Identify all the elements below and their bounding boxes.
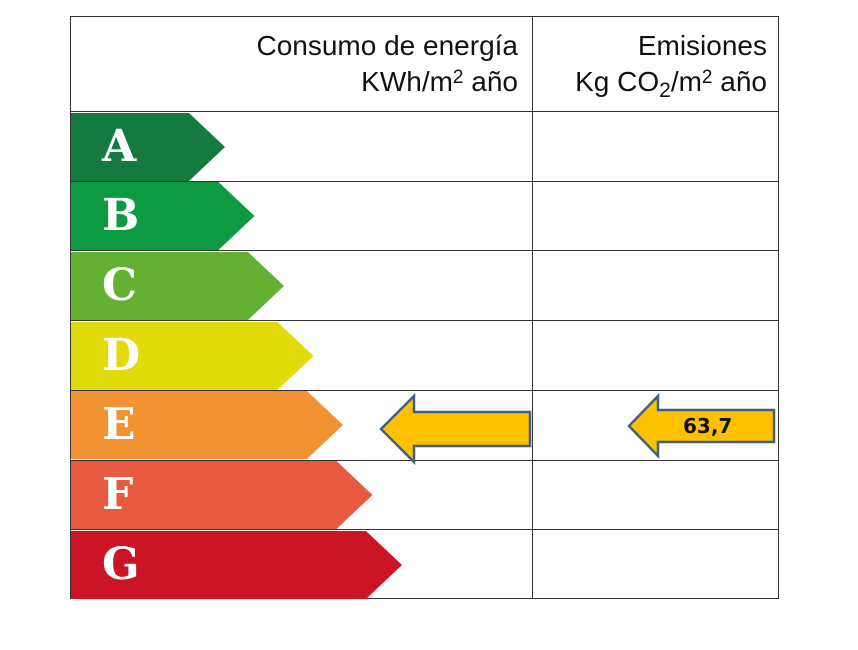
rating-bar-f [71, 461, 373, 529]
rating-letter: A [102, 121, 138, 172]
rating-letter: F [102, 469, 135, 520]
rating-letter: C [102, 260, 139, 311]
row-divider [70, 390, 779, 391]
rating-bar-c [71, 252, 284, 320]
emissions-unit: Kg CO2/m2 año [575, 66, 767, 102]
energy-title: Consumo de energía [256, 30, 518, 61]
row-divider [70, 460, 779, 461]
row-divider [70, 320, 779, 321]
row-divider [70, 250, 779, 251]
energy-unit: KWh/m2 año [361, 66, 518, 97]
rating-letter: D [102, 330, 142, 381]
rating-bar-d [71, 322, 314, 390]
energy-rating-arrow-icon [378, 392, 534, 470]
emissions-value: 63,7 [683, 414, 733, 438]
row-divider [70, 529, 779, 530]
rating-bar-e [71, 391, 343, 459]
emissions-rating-arrow-icon [626, 392, 778, 464]
energy-column-header: Consumo de energía KWh/m2 año [78, 28, 518, 100]
emissions-title: Emisiones [637, 30, 767, 61]
energy-rating-table [70, 16, 779, 599]
header-divider [70, 111, 779, 112]
rating-bar-g [71, 531, 402, 599]
row-divider [70, 181, 779, 182]
emissions-column-header: Emisiones Kg CO2/m2 año [537, 28, 767, 102]
rating-bar-b [71, 182, 255, 250]
rating-letter: E [102, 399, 137, 450]
column-divider [532, 16, 533, 599]
rating-letter: G [102, 539, 141, 590]
rating-bar-a [71, 113, 225, 181]
rating-letter: B [102, 190, 141, 241]
